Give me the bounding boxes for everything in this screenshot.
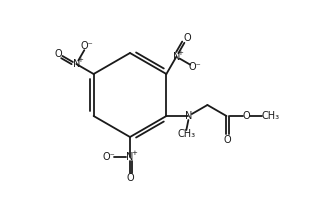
Text: +: + — [77, 57, 83, 63]
Text: O⁻: O⁻ — [80, 41, 93, 51]
Text: O: O — [224, 135, 231, 145]
Text: N: N — [173, 52, 180, 62]
Text: O⁻: O⁻ — [103, 152, 115, 162]
Text: N: N — [126, 152, 134, 162]
Text: O: O — [183, 33, 191, 44]
Text: O⁻: O⁻ — [188, 62, 201, 72]
Text: N: N — [72, 59, 80, 69]
Text: O: O — [243, 111, 250, 121]
Text: +: + — [177, 50, 183, 56]
Text: O: O — [54, 49, 62, 58]
Text: CH₃: CH₃ — [177, 129, 195, 139]
Text: +: + — [131, 150, 137, 156]
Text: CH₃: CH₃ — [261, 111, 279, 121]
Text: N: N — [185, 111, 192, 121]
Text: O: O — [126, 173, 134, 183]
